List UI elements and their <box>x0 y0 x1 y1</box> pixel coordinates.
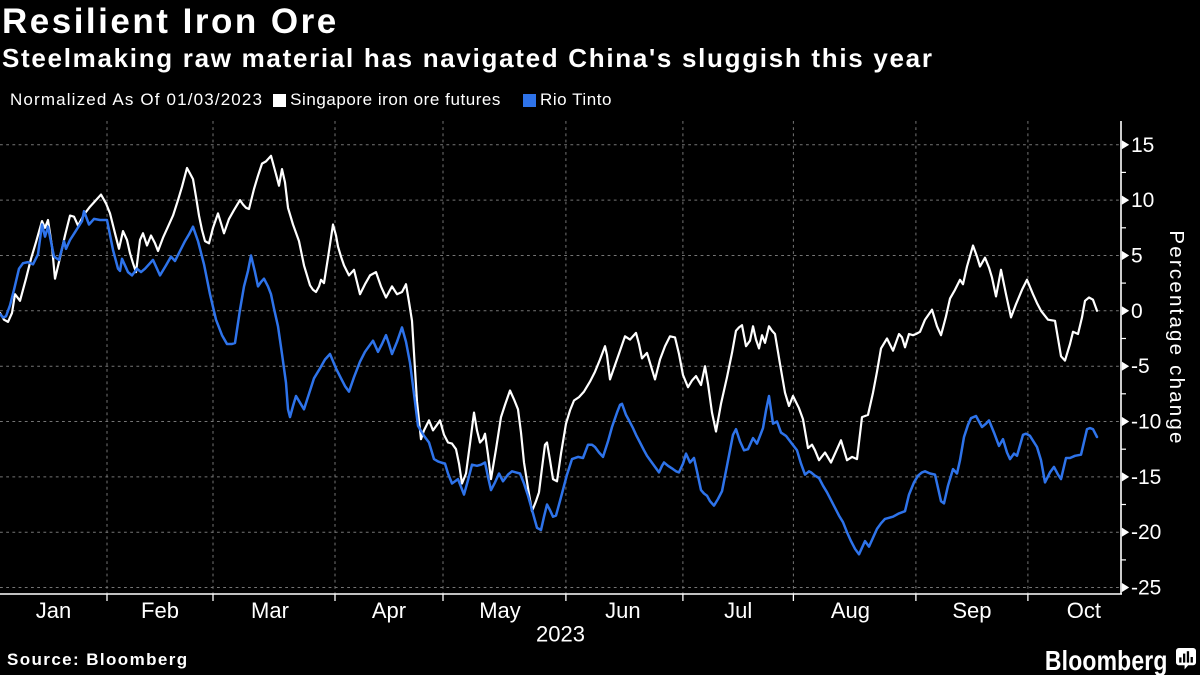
x-tick-label: Aug <box>831 598 870 623</box>
x-tick-label: Sep <box>952 598 991 623</box>
y-tick-label: 10 <box>1131 189 1154 212</box>
y-major-tick-arrow-icon <box>1121 582 1130 593</box>
y-tick-label: -10 <box>1131 411 1161 434</box>
bloomberg-wordmark: Bloomberg <box>1045 645 1168 675</box>
y-tick-label: 15 <box>1131 134 1154 157</box>
legend-label: Rio Tinto <box>540 90 613 109</box>
y-major-tick-arrow-icon <box>1121 361 1130 371</box>
y-tick-label: -25 <box>1131 577 1161 600</box>
legend-note: Normalized As Of 01/03/2023 <box>10 90 264 109</box>
y-major-tick-arrow-icon <box>1121 416 1130 427</box>
x-tick-label: Apr <box>372 598 406 623</box>
x-tick-label: Jan <box>36 598 71 623</box>
y-major-tick-arrow-icon <box>1121 527 1130 537</box>
x-axis-year-label: 2023 <box>536 622 585 647</box>
x-tick-label: Oct <box>1067 598 1101 623</box>
x-tick-label: Mar <box>251 598 289 623</box>
legend-label: Singapore iron ore futures <box>290 90 501 109</box>
y-tick-label: -20 <box>1131 521 1161 544</box>
x-tick-label: Jun <box>605 598 640 623</box>
y-major-tick-arrow-icon <box>1121 140 1130 150</box>
y-major-tick-arrow-icon <box>1121 306 1130 316</box>
page-title: Resilient Iron Ore <box>2 2 339 41</box>
x-tick-label: Jul <box>724 598 752 623</box>
x-tick-label: Feb <box>141 598 179 623</box>
legend-swatch-blue-icon <box>523 93 536 107</box>
series-line-rio-tinto <box>0 209 1099 556</box>
y-major-tick-arrow-icon <box>1121 195 1130 205</box>
y-tick-label: 5 <box>1131 245 1143 268</box>
y-tick-label: -5 <box>1131 355 1150 378</box>
source-note: Source: Bloomberg <box>7 650 189 669</box>
y-major-tick-arrow-icon <box>1121 472 1130 482</box>
x-tick-label: May <box>479 598 521 623</box>
legend-item-singapore-iron-ore-futures: Singapore iron ore futures <box>273 90 501 110</box>
page-subtitle: Steelmaking raw material has navigated C… <box>2 43 934 73</box>
y-axis-title: Percentage change <box>1165 230 1188 446</box>
chart-legend: Normalized As Of 01/03/2023 Singapore ir… <box>10 90 612 110</box>
y-tick-label: -15 <box>1131 466 1161 489</box>
y-tick-label: 0 <box>1131 300 1143 323</box>
legend-swatch-white-icon <box>273 93 287 107</box>
bloomberg-logo-icon <box>1176 648 1196 670</box>
series-line-singapore-iron-ore-futures <box>0 154 1099 513</box>
y-major-tick-arrow-icon <box>1121 250 1130 261</box>
legend-item-rio-tinto: Rio Tinto <box>523 90 612 110</box>
